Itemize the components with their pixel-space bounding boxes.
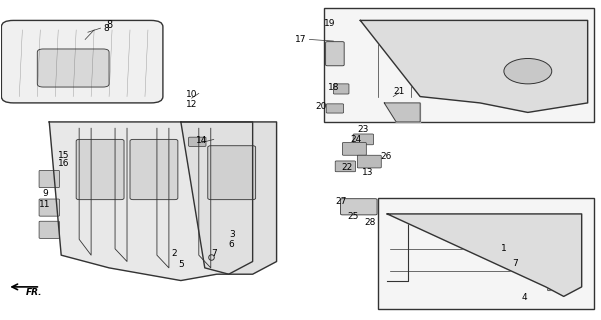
FancyBboxPatch shape	[335, 161, 356, 172]
Text: 20: 20	[315, 101, 326, 111]
Text: 8: 8	[88, 20, 112, 32]
Text: 27: 27	[335, 197, 347, 206]
FancyBboxPatch shape	[1, 20, 163, 103]
Polygon shape	[384, 103, 420, 122]
Text: 13: 13	[362, 168, 374, 177]
Text: 7: 7	[512, 259, 517, 268]
FancyBboxPatch shape	[358, 155, 381, 168]
FancyBboxPatch shape	[76, 140, 124, 200]
Text: 15: 15	[58, 151, 70, 160]
Text: 24: 24	[350, 135, 361, 144]
FancyBboxPatch shape	[343, 142, 366, 155]
FancyBboxPatch shape	[326, 42, 344, 66]
Text: 6: 6	[229, 240, 234, 249]
Bar	[378, 198, 594, 309]
FancyBboxPatch shape	[334, 84, 349, 94]
Bar	[325, 8, 594, 122]
Text: 2: 2	[171, 249, 177, 258]
Text: 7: 7	[211, 249, 216, 258]
Text: 1: 1	[501, 244, 507, 253]
Text: 26: 26	[380, 152, 392, 161]
Text: FR.: FR.	[26, 288, 43, 298]
Polygon shape	[387, 214, 582, 296]
Text: 23: 23	[358, 125, 369, 134]
FancyBboxPatch shape	[189, 137, 206, 146]
Text: 14: 14	[196, 136, 207, 146]
Circle shape	[504, 59, 552, 84]
Text: 22: 22	[341, 164, 352, 172]
FancyBboxPatch shape	[39, 171, 59, 188]
FancyBboxPatch shape	[548, 275, 568, 291]
Polygon shape	[361, 20, 588, 112]
Text: 4: 4	[522, 292, 528, 301]
Text: 18: 18	[328, 83, 340, 92]
Text: 28: 28	[365, 218, 376, 227]
Text: 5: 5	[178, 260, 184, 269]
FancyBboxPatch shape	[39, 221, 59, 238]
FancyBboxPatch shape	[208, 146, 255, 200]
Text: 10: 10	[186, 91, 197, 100]
FancyBboxPatch shape	[39, 199, 59, 216]
Text: 8: 8	[103, 24, 109, 33]
FancyBboxPatch shape	[341, 199, 377, 215]
FancyBboxPatch shape	[130, 140, 178, 200]
Polygon shape	[181, 122, 276, 274]
Text: 9: 9	[42, 189, 48, 198]
Polygon shape	[49, 122, 252, 281]
FancyBboxPatch shape	[353, 134, 373, 145]
Text: 16: 16	[58, 159, 70, 168]
Text: 25: 25	[347, 212, 359, 221]
FancyBboxPatch shape	[37, 49, 109, 87]
Text: 12: 12	[186, 100, 197, 109]
Text: 3: 3	[229, 230, 234, 239]
Text: 11: 11	[39, 200, 51, 209]
Text: 21: 21	[394, 87, 405, 96]
Text: 19: 19	[323, 19, 335, 28]
FancyBboxPatch shape	[326, 104, 344, 113]
Text: 17: 17	[294, 35, 307, 44]
